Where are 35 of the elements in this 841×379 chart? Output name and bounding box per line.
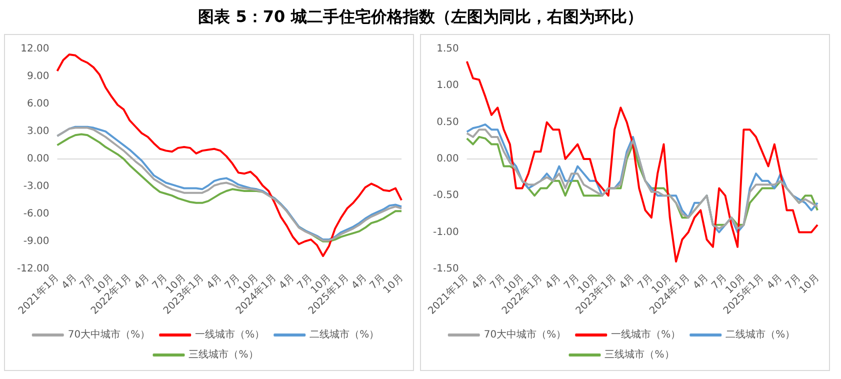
y-tick-label: 1.00 xyxy=(436,80,459,92)
y-tick-label: 12.00 xyxy=(20,44,50,55)
legend-label: 二线城市（%） xyxy=(310,328,380,341)
legend-label: 70大中城市（%） xyxy=(68,328,150,341)
legend-label: 一线城市（%） xyxy=(611,328,681,341)
chart-title: 图表 5：70 城二手住宅价格指数（左图为同比，右图为环比） xyxy=(197,6,644,28)
y-tick-label: -9.00 xyxy=(23,236,50,247)
y-tick-label: 1.50 xyxy=(436,44,459,55)
legend-label: 三线城市（%） xyxy=(604,348,674,361)
y-tick-label: -6.00 xyxy=(23,208,50,220)
x-tick-label: 4月 xyxy=(204,272,224,292)
y-tick-label: 0.50 xyxy=(436,116,459,128)
x-tick-label: 4月 xyxy=(765,272,785,292)
legend-label: 二线城市（%） xyxy=(726,328,796,341)
x-tick-label: 4月 xyxy=(277,272,297,292)
y-tick-label: 0.00 xyxy=(26,154,50,165)
y-tick-label: 0.00 xyxy=(436,154,459,165)
x-tick-label: 4月 xyxy=(618,272,637,292)
legend-label: 70大中城市（%） xyxy=(484,328,566,341)
legend-label: 三线城市（%） xyxy=(188,348,258,361)
y-tick-label: -1.00 xyxy=(433,226,459,238)
y-tick-label: -0.50 xyxy=(433,190,459,202)
x-tick-label: 4月 xyxy=(544,272,564,292)
y-tick-label: -3.00 xyxy=(23,181,50,192)
y-tick-label: 9.00 xyxy=(26,71,50,82)
x-tick-label: 4月 xyxy=(132,272,152,292)
y-tick-label: -1.50 xyxy=(433,263,459,274)
x-tick-label: 4月 xyxy=(691,272,711,292)
y-tick-label: 6.00 xyxy=(26,98,50,110)
x-tick-label: 4月 xyxy=(350,272,370,292)
x-tick-label: 4月 xyxy=(60,272,80,292)
y-tick-label: -12.00 xyxy=(16,263,50,274)
x-tick-label: 4月 xyxy=(470,272,490,292)
legend-label: 一线城市（%） xyxy=(195,328,265,341)
y-tick-label: 3.00 xyxy=(26,126,50,138)
